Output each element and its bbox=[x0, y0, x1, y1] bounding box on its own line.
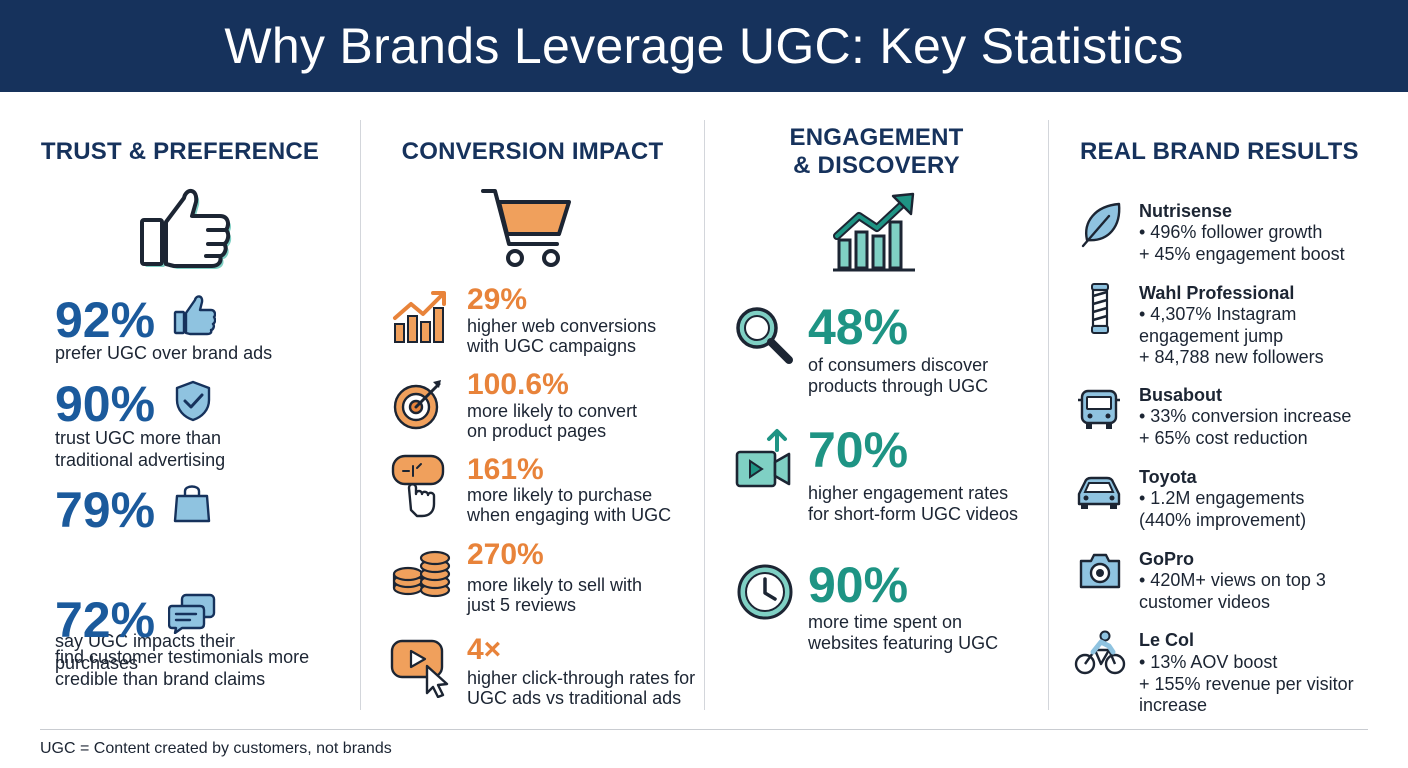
stat-value: 29% bbox=[467, 283, 528, 316]
stat-description: products through UGC bbox=[808, 376, 989, 396]
column-divider bbox=[704, 120, 705, 710]
stat-description: prefer UGC over brand ads bbox=[55, 343, 273, 363]
stat-description: say UGC impacts their bbox=[55, 631, 236, 651]
stat-value: 92% bbox=[55, 292, 156, 348]
stat-description: more likely to convert bbox=[467, 401, 638, 421]
leaf-icon bbox=[1081, 202, 1121, 248]
stat-value: 270% bbox=[467, 538, 544, 571]
stat-description: purchases bbox=[55, 653, 139, 673]
brand-result: + 65% cost reduction bbox=[1139, 428, 1308, 448]
camera-icon bbox=[1079, 553, 1121, 589]
coin-stack-icon bbox=[392, 550, 451, 598]
stat-description: find customer testimonials more bbox=[55, 647, 310, 667]
engagement-title: & DISCOVERY bbox=[793, 152, 960, 179]
stat-value: 90% bbox=[808, 557, 909, 613]
engagement-title: ENGAGEMENT bbox=[789, 124, 964, 151]
brand-result: customer videos bbox=[1139, 592, 1271, 612]
stat-description: of consumers discover bbox=[808, 355, 989, 375]
brand-name: GoPro bbox=[1139, 549, 1195, 569]
stat-description: when engaging with UGC bbox=[467, 505, 672, 525]
brand-result: • 33% conversion increase bbox=[1139, 406, 1352, 426]
click-button-icon bbox=[391, 454, 445, 518]
brand-result: (440% improvement) bbox=[1139, 510, 1307, 530]
brand-result: • 496% follower growth bbox=[1139, 222, 1323, 242]
brand-result: • 13% AOV boost bbox=[1139, 652, 1278, 672]
car-icon bbox=[1077, 476, 1121, 509]
footer-divider bbox=[40, 729, 1368, 730]
stat-description: for short-form UGC videos bbox=[808, 504, 1019, 524]
stat-value: 70% bbox=[808, 422, 909, 478]
clock-icon bbox=[737, 564, 793, 620]
stat-description: credible than brand claims bbox=[55, 669, 266, 689]
brand-name: Nutrisense bbox=[1139, 201, 1233, 221]
growth-chart-icon bbox=[833, 192, 915, 272]
stat-value: 79% bbox=[55, 482, 156, 538]
stat-description: more time spent on bbox=[808, 612, 963, 632]
brand-result: engagement jump bbox=[1139, 326, 1284, 346]
video-click-icon bbox=[390, 639, 449, 698]
column-divider bbox=[1048, 120, 1049, 710]
brand-result: + 45% engagement boost bbox=[1139, 244, 1345, 264]
stat-description: more likely to sell with bbox=[467, 575, 643, 595]
footer-note: UGC = Content created by customers, not … bbox=[40, 740, 392, 757]
cyclist-icon bbox=[1074, 630, 1126, 675]
page-title: Why Brands Leverage UGC: Key Statistics bbox=[224, 18, 1184, 74]
thumbs-up-icon bbox=[173, 295, 216, 336]
brand-result: + 155% revenue per visitor bbox=[1139, 674, 1354, 694]
brand-result: increase bbox=[1139, 695, 1208, 715]
chat-bubbles-icon bbox=[168, 593, 216, 634]
shield-check-icon bbox=[175, 380, 211, 422]
stat-description: higher click-through rates for bbox=[467, 668, 696, 688]
stat-description: just 5 reviews bbox=[467, 595, 577, 615]
brand-name: Le Col bbox=[1139, 630, 1195, 650]
stat-description: more likely to purchase bbox=[467, 485, 653, 505]
growth-chart-icon bbox=[393, 291, 446, 343]
brands-column: REAL BRAND RESULTS Nutrisense • 496% fol… bbox=[1049, 92, 1408, 717]
stat-value: 72% bbox=[55, 592, 156, 648]
stat-value: 161% bbox=[467, 453, 544, 486]
stat-description: higher engagement rates bbox=[808, 483, 1009, 503]
trust-column: TRUST & PREFERENCE 92% prefer UGC over b… bbox=[0, 92, 360, 717]
stat-value: 100.6% bbox=[467, 368, 569, 401]
engagement-column: ENGAGEMENT & DISCOVERY 48% of consumers … bbox=[705, 92, 1048, 717]
barber-pole-icon bbox=[1091, 283, 1109, 334]
stat-value: 90% bbox=[55, 376, 156, 432]
brand-name: Busabout bbox=[1139, 385, 1222, 405]
stat-description: websites featuring UGC bbox=[808, 633, 999, 653]
brand-result: • 1.2M engagements bbox=[1139, 488, 1305, 508]
brand-result: • 4,307% Instagram bbox=[1139, 304, 1297, 324]
shopping-cart-icon bbox=[481, 189, 571, 267]
stat-description: higher web conversions bbox=[467, 316, 657, 336]
conversion-column: CONVERSION IMPACT 29% higher web convers… bbox=[361, 92, 704, 717]
video-upload-icon bbox=[735, 429, 791, 488]
brand-name: Wahl Professional bbox=[1139, 283, 1295, 303]
conversion-title: CONVERSION IMPACT bbox=[401, 138, 664, 165]
thumbs-up-icon bbox=[140, 189, 232, 269]
shopping-bag-icon bbox=[173, 485, 211, 523]
bus-icon bbox=[1078, 389, 1120, 429]
stat-description: UGC ads vs traditional ads bbox=[467, 688, 682, 708]
target-icon bbox=[393, 380, 441, 430]
stat-description: traditional advertising bbox=[55, 450, 226, 470]
stat-description: trust UGC more than bbox=[55, 428, 222, 448]
stat-value: 48% bbox=[808, 299, 909, 355]
stat-value: 4× bbox=[467, 633, 502, 666]
brand-result: + 84,788 new followers bbox=[1139, 347, 1324, 367]
stat-description: with UGC campaigns bbox=[467, 336, 637, 356]
trust-title: TRUST & PREFERENCE bbox=[40, 138, 320, 165]
magnifier-icon bbox=[736, 307, 793, 364]
column-divider bbox=[360, 120, 361, 710]
brand-result: • 420M+ views on top 3 bbox=[1139, 570, 1326, 590]
brands-title: REAL BRAND RESULTS bbox=[1080, 138, 1359, 165]
stat-description: on product pages bbox=[467, 421, 607, 441]
header-banner: Why Brands Leverage UGC: Key Statistics bbox=[0, 0, 1408, 92]
brand-name: Toyota bbox=[1139, 467, 1197, 487]
